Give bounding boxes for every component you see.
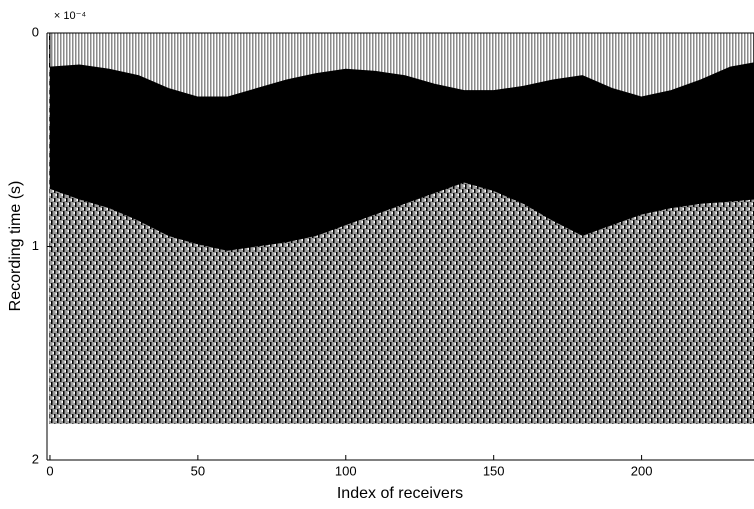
x-tick-label: 50 bbox=[191, 463, 205, 478]
y-axis-label: Recording time (s) bbox=[7, 181, 24, 312]
plot-area bbox=[49, 32, 754, 424]
x-axis-label: Index of receivers bbox=[337, 485, 463, 502]
x-tick-label: 200 bbox=[631, 463, 653, 478]
x-tick-label: 100 bbox=[335, 463, 357, 478]
y-tick-label: 2 bbox=[32, 451, 39, 466]
y-tick-label: 1 bbox=[32, 238, 39, 253]
x-tick-label: 150 bbox=[483, 463, 505, 478]
x-tick-label: 0 bbox=[46, 463, 53, 478]
y-multiplier: × 10⁻⁴ bbox=[54, 10, 87, 22]
first-arrival bbox=[49, 32, 754, 98]
y-tick-label: 0 bbox=[32, 24, 39, 39]
